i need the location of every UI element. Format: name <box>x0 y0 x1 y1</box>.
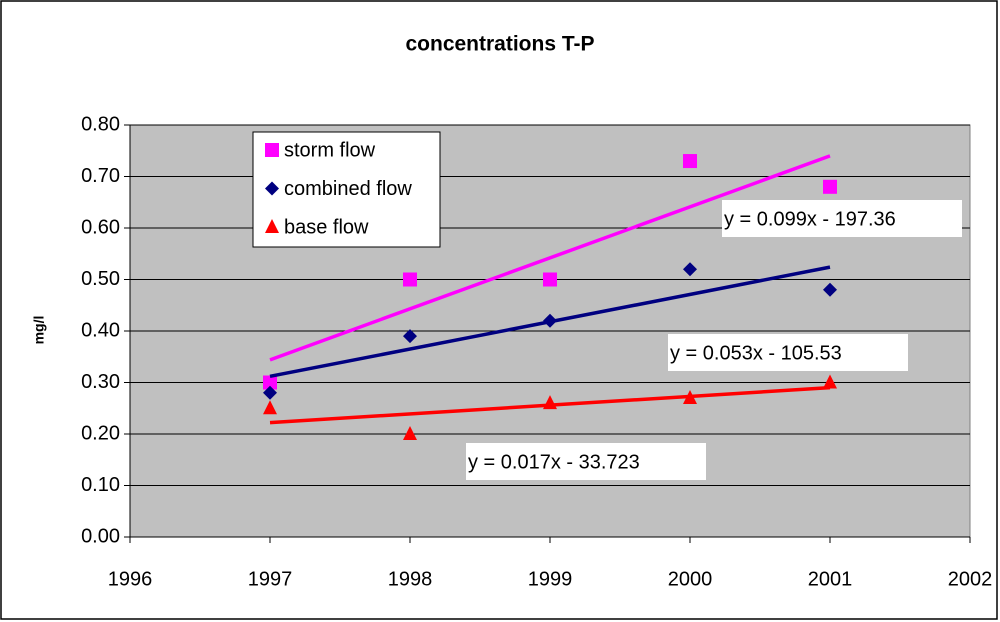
marker-square <box>403 272 417 287</box>
marker-triangle <box>403 426 417 440</box>
marker-square <box>265 143 279 157</box>
trendline-label-box <box>668 334 908 371</box>
y-tick-label: 0.10 <box>81 474 120 496</box>
x-tick-label: 1997 <box>248 568 293 590</box>
x-tick-label: 2002 <box>948 568 993 590</box>
trendline-label-box <box>722 200 962 237</box>
chart-title: concentrations T-P <box>405 33 594 56</box>
y-tick-label: 0.80 <box>81 113 120 135</box>
marker-diamond <box>265 181 279 196</box>
y-tick-label: 0.50 <box>81 268 120 290</box>
y-tick-label: 0.20 <box>81 422 120 444</box>
marker-square <box>683 154 697 169</box>
marker-diamond <box>823 282 837 297</box>
x-tick-label: 1996 <box>108 568 153 590</box>
marker-triangle <box>543 395 557 410</box>
marker-diamond <box>543 313 557 328</box>
marker-triangle <box>683 389 697 404</box>
marker-triangle <box>823 374 837 389</box>
y-tick-label: 0.30 <box>81 371 120 393</box>
x-tick-label: 2001 <box>808 568 853 590</box>
legend <box>252 131 441 248</box>
marker-triangle <box>263 400 277 415</box>
y-tick-label: 0.60 <box>81 216 120 238</box>
legend-label: base flow <box>284 216 369 238</box>
marker-square <box>263 375 277 390</box>
legend-label: combined flow <box>284 178 412 200</box>
legend-label: storm flow <box>284 139 376 161</box>
marker-diamond <box>683 262 697 277</box>
x-tick-label: 1999 <box>528 568 573 590</box>
y-tick-label: 0.00 <box>81 525 120 547</box>
trendline-label: y = 0.053x - 105.53 <box>670 342 842 364</box>
marker-triangle <box>265 219 279 233</box>
trendline-label: y = 0.099x - 197.36 <box>724 208 896 230</box>
x-tick-label: 1998 <box>388 568 433 590</box>
trendline-label: y = 0.017x - 33.723 <box>468 451 640 473</box>
marker-diamond <box>403 329 417 344</box>
marker-diamond <box>263 385 277 400</box>
y-tick-label: 0.70 <box>81 165 120 187</box>
y-axis-label: mg/l <box>31 316 47 345</box>
trendline-label-box <box>466 443 706 480</box>
marker-square <box>543 272 557 287</box>
trendline <box>269 154 831 362</box>
x-tick-label: 2000 <box>668 568 713 590</box>
y-tick-label: 0.40 <box>81 319 120 341</box>
marker-square <box>823 179 837 194</box>
